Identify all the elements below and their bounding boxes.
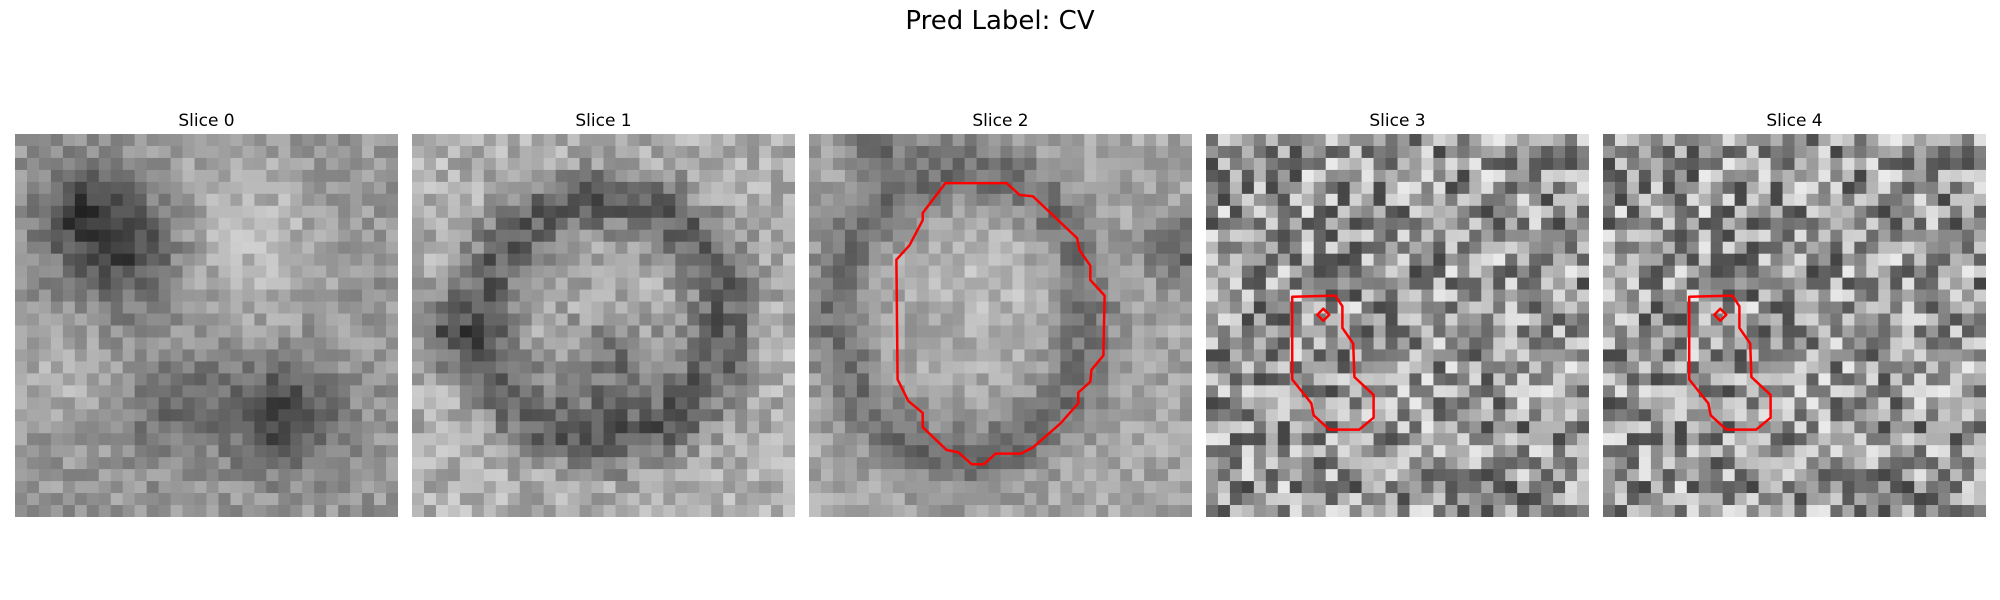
slice-image	[1603, 134, 1986, 517]
contour-marker	[1713, 307, 1728, 322]
figure-title: Pred Label: CV	[905, 6, 1095, 36]
slice-panel-0: Slice 0	[15, 108, 398, 517]
slice-image	[1206, 134, 1589, 517]
slice-title: Slice 4	[1766, 111, 1823, 131]
slice-panel-1: Slice 1	[412, 108, 795, 517]
slice-panel-4: Slice 4	[1603, 108, 1986, 517]
slice-panel-2: Slice 2	[809, 108, 1192, 517]
slice-image	[809, 134, 1192, 517]
segmentation-contour	[895, 181, 1106, 466]
slice-title: Slice 1	[575, 111, 632, 131]
slice-title: Slice 3	[1369, 111, 1426, 131]
segmentation-contour	[1290, 294, 1375, 431]
segmentation-contour	[1687, 294, 1772, 431]
slice-title: Slice 0	[178, 111, 235, 131]
slice-panel-3: Slice 3	[1206, 108, 1589, 517]
slice-image	[412, 134, 795, 517]
contour-marker	[1316, 307, 1331, 322]
slice-image	[15, 134, 398, 517]
slice-title: Slice 2	[972, 111, 1029, 131]
